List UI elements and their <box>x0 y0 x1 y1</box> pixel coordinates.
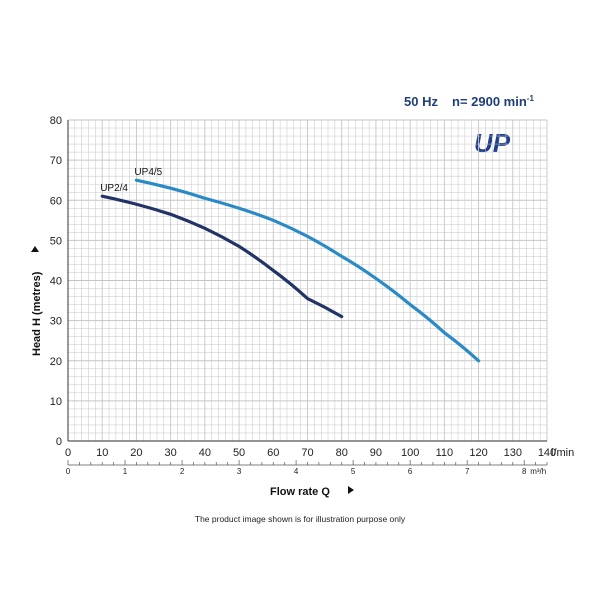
x-tick-label: 130 <box>504 447 522 459</box>
curve-up4-5 <box>134 178 481 363</box>
x2-tick-label: 5 <box>351 467 356 476</box>
x2-tick-label: 1 <box>123 467 128 476</box>
y-tick-label: 40 <box>50 276 62 288</box>
y-tick-label: 30 <box>50 316 62 328</box>
x-tick-label: 60 <box>267 447 279 459</box>
x-tick-label: 40 <box>199 447 211 459</box>
x-tick-label: 110 <box>436 447 454 459</box>
x2-tick-label: 0 <box>66 467 71 476</box>
y-tick-label: 0 <box>56 436 62 448</box>
x-tick-label: 100 <box>401 447 419 459</box>
y-tick-label: 10 <box>50 396 62 408</box>
x-tick-label: 120 <box>469 447 487 459</box>
x-tick-label: 90 <box>370 447 382 459</box>
axes <box>67 120 548 466</box>
x-tick-label: 20 <box>130 447 142 459</box>
x2-tick-label: 2 <box>180 467 185 476</box>
x2-tick-label: 7 <box>465 467 470 476</box>
y-tick-label: 60 <box>50 195 62 207</box>
frequency-label: 50 Hz <box>404 94 438 109</box>
speed-label: n= 2900 min-1 <box>452 94 534 109</box>
series-layer <box>100 178 481 363</box>
y-tick-label: 20 <box>50 356 62 368</box>
series-label-up2-4: UP2/4 <box>100 183 128 194</box>
x-tick-label: 0 <box>65 447 71 459</box>
x-unit-label: l/min <box>551 447 574 459</box>
x-tick-label: 10 <box>96 447 108 459</box>
x-tick-label: 140 <box>538 447 556 459</box>
y-tick-label: 80 <box>50 115 62 127</box>
x-axis-title: Flow rate Q <box>270 486 330 498</box>
series-label-up4-5: UP4/5 <box>134 167 162 178</box>
x2-unit-label: m³/h <box>530 467 546 476</box>
x2-tick-label: 4 <box>294 467 299 476</box>
x-tick-label: 70 <box>301 447 313 459</box>
y-tick-label: 70 <box>50 155 62 167</box>
curve-up2-4 <box>100 194 344 319</box>
x-axis-arrow-icon <box>348 486 354 494</box>
footnote: The product image shown is for illustrat… <box>194 514 406 524</box>
y-axis-arrow-icon <box>31 246 39 252</box>
y-tick-label: 50 <box>50 235 62 247</box>
x-tick-label: 30 <box>165 447 177 459</box>
y-axis-title: Head H (metres) <box>31 271 43 356</box>
x2-tick-label: 3 <box>237 467 242 476</box>
x-tick-label: 80 <box>336 447 348 459</box>
x2-tick-label: 6 <box>408 467 413 476</box>
x2-tick-label: 8 <box>522 467 527 476</box>
x-tick-label: 50 <box>233 447 245 459</box>
